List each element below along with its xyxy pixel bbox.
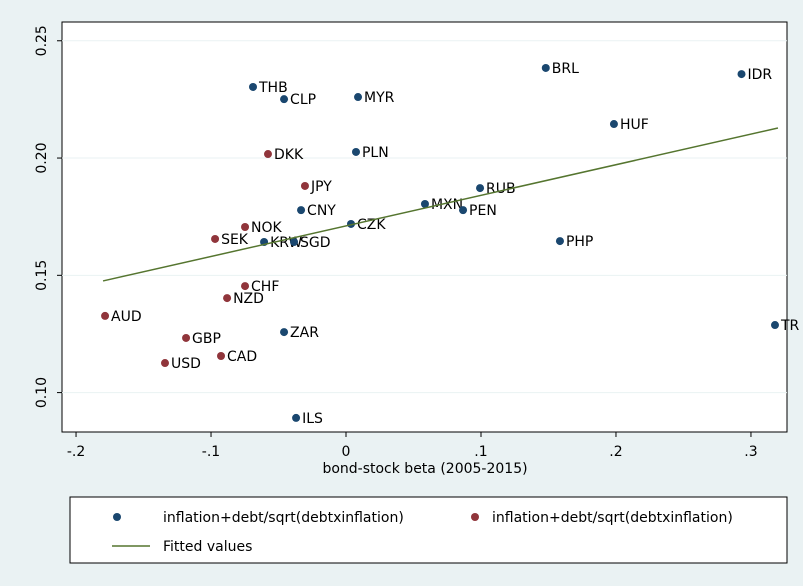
point: [292, 413, 301, 422]
point-label: PEN: [469, 203, 497, 219]
point: [609, 120, 618, 129]
point: [182, 333, 191, 342]
point: [217, 352, 226, 361]
legend-label: inflation+debt/sqrt(debtxinflation): [492, 510, 733, 526]
x-tick-label: .2: [609, 444, 622, 460]
x-tick-label: -.2: [67, 444, 85, 460]
point: [160, 359, 169, 368]
plot-area: [61, 21, 788, 433]
y-tick-label: 0.25: [34, 25, 50, 56]
point: [290, 238, 299, 247]
legend-key: [113, 513, 121, 521]
point-label: ZAR: [290, 325, 319, 341]
point: [241, 282, 250, 291]
point-label: SEK: [221, 232, 249, 248]
point-label: TR: [780, 318, 800, 334]
legend-label: inflation+debt/sqrt(debtxinflation): [163, 510, 404, 526]
point-label: NOK: [251, 220, 282, 236]
point-label: HUF: [620, 117, 649, 133]
fitted-line: [102, 127, 779, 282]
x-tick-label: 0: [342, 444, 351, 460]
point: [297, 206, 306, 215]
point: [737, 70, 746, 79]
point-label: CLP: [290, 92, 316, 108]
point-label: PLN: [362, 145, 389, 161]
point-label: CAD: [227, 349, 257, 365]
point-label: JPY: [310, 179, 332, 195]
legend-label: Fitted values: [163, 539, 252, 555]
point-label: USD: [171, 356, 201, 372]
point: [241, 223, 250, 231]
point: [101, 311, 110, 320]
point: [541, 63, 550, 72]
point: [223, 294, 232, 303]
point-label: AUD: [111, 309, 142, 325]
x-axis-title: bond-stock beta (2005-2015): [322, 461, 527, 477]
point-label: ILS: [302, 411, 323, 427]
point-label: MYR: [364, 90, 395, 106]
point: [300, 181, 309, 190]
point: [354, 93, 363, 102]
point-label: GBP: [192, 331, 221, 347]
point: [770, 321, 779, 330]
point-label: NZD: [233, 291, 264, 307]
point-label: CNY: [307, 203, 336, 219]
point-label: CHF: [251, 279, 279, 295]
point: [249, 82, 258, 91]
point-label: CZK: [357, 217, 386, 233]
y-tick-label: 0.15: [34, 260, 50, 291]
point: [280, 328, 289, 337]
point-label: PHP: [566, 234, 593, 250]
x-tick-label: .1: [474, 444, 487, 460]
legend-key: [471, 513, 479, 521]
point: [211, 234, 220, 243]
x-tick-label: -.1: [202, 444, 220, 460]
y-tick-label: 0.20: [34, 142, 50, 173]
point-label: IDR: [748, 67, 773, 83]
x-tick-label: .3: [744, 444, 757, 460]
point-label: BRL: [552, 61, 579, 77]
point: [555, 237, 564, 246]
point: [476, 184, 485, 193]
point: [459, 206, 468, 215]
y-tick-label: 0.10: [34, 377, 50, 408]
point-label: SGD: [300, 235, 331, 251]
point-label: DKK: [274, 147, 304, 163]
point: [351, 147, 360, 156]
point: [420, 200, 429, 209]
point: [280, 95, 289, 104]
legend: [69, 496, 788, 564]
point: [263, 150, 272, 159]
point-label: THB: [258, 80, 288, 96]
